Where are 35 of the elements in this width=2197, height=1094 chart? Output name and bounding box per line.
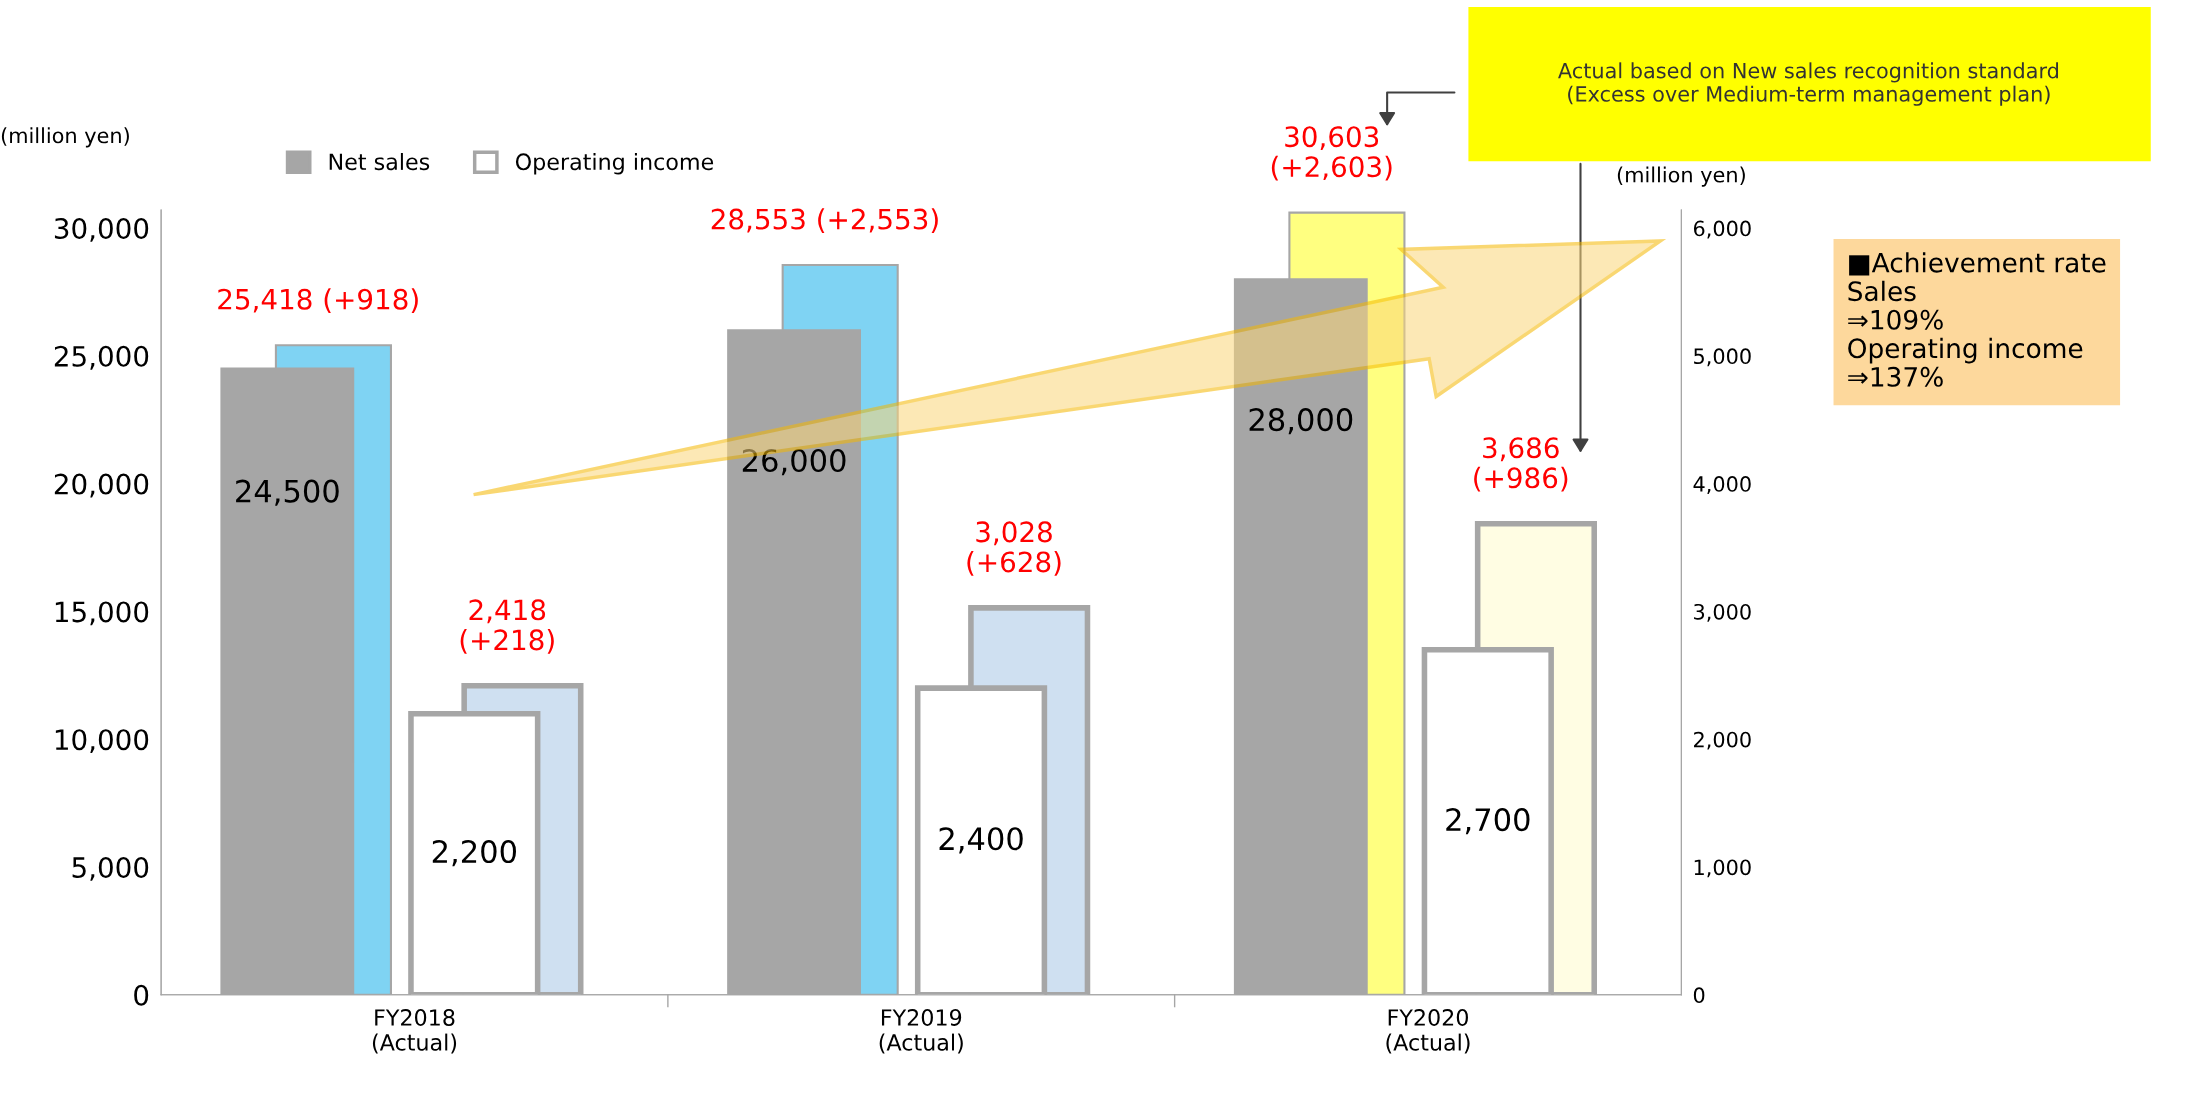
x-tick-label: FY2020 (Actual) (1386, 1009, 1470, 1054)
y2-tick-label: 3,000 (1694, 603, 1751, 622)
y2-tick-label: 1,000 (1694, 859, 1751, 878)
data-label: 28,553 (+2,553) (711, 208, 938, 233)
y2-tick-label: 6,000 (1693, 220, 1751, 239)
data-label: 3,686 (+986) (1474, 437, 1568, 492)
data-label: 25,418 (+918) (218, 288, 418, 314)
data-label: 2,700 (1446, 808, 1530, 835)
data-label: 30,603 (+2,603) (1271, 126, 1392, 181)
data-label: 28,000 (1249, 408, 1353, 435)
data-label: 2,400 (939, 827, 1023, 854)
y2-axis-title: (million yen) (1617, 166, 1745, 187)
x-tick-label: FY2019 (Actual) (879, 1009, 963, 1054)
y-axis-title: (million yen) (1, 127, 129, 148)
y2-tick-label: 4,000 (1693, 476, 1751, 494)
text: ■Achievement rate Sales ⇒109% Operating income ⇒137% (1848, 252, 2106, 387)
y2-tick-label: 2,000 (1694, 731, 1751, 750)
data-label: 26,000 (742, 448, 846, 476)
y-tick-label: 15,000 (55, 601, 149, 626)
data-label: 24,500 (236, 479, 339, 506)
data-label: 3,028 (+628) (967, 521, 1061, 576)
text: Actual based on New sales recognition standard (Excess over Medium-term management plan) (1558, 62, 2058, 106)
x-tick-label: FY2018 (Actual) (372, 1009, 457, 1054)
legend-label: Operating income (515, 152, 714, 175)
y-tick-label: 0 (134, 984, 149, 1006)
y-tick-label: 10,000 (55, 729, 149, 754)
y-tick-label: 20,000 (54, 473, 149, 498)
y-tick-label: 5,000 (72, 856, 149, 881)
y-tick-label: 25,000 (54, 345, 149, 370)
data-label: 2,200 (432, 840, 517, 867)
data-label: 2,418 (+218) (460, 599, 554, 654)
legend-label: Net sales (329, 152, 430, 171)
y2-tick-label: 0 (1693, 987, 1705, 1004)
y2-tick-label: 5,000 (1694, 348, 1751, 367)
y-tick-label: 30,000 (54, 218, 149, 242)
